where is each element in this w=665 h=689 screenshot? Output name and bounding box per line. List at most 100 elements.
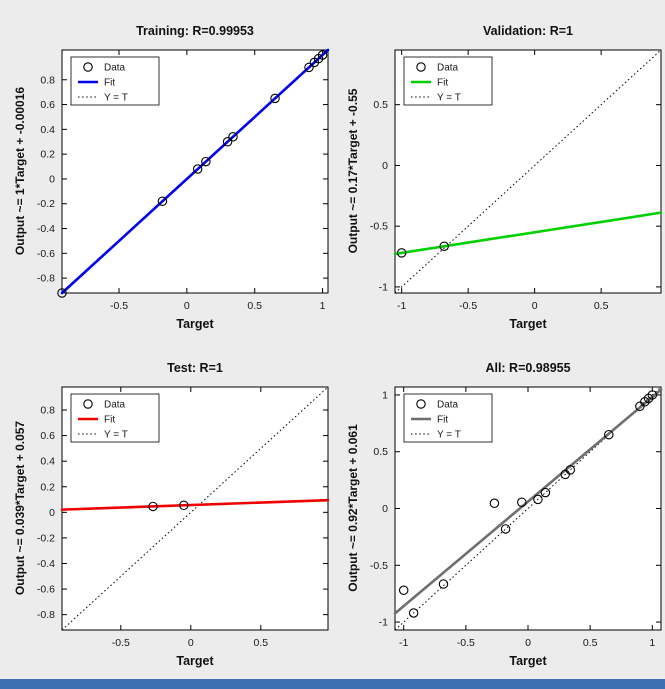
data-point-marker <box>304 62 314 73</box>
legend-label: Fit <box>104 415 115 426</box>
y-tick-label: -1 <box>379 281 388 293</box>
legend-label: Data <box>104 63 126 74</box>
fit-line <box>60 498 330 511</box>
identity-line <box>61 386 329 631</box>
x-tick-label: -1 <box>397 300 406 312</box>
legend-label: Y = T <box>104 93 128 104</box>
y-tick-label: -0.5 <box>370 560 388 572</box>
legend-label: Y = T <box>437 93 461 104</box>
y-tick-label: -1 <box>379 617 388 629</box>
x-tick-label: 0 <box>525 637 531 649</box>
data-point-marker <box>604 429 614 440</box>
y-tick-label: 0.5 <box>373 99 388 111</box>
x-tick-label: 0 <box>532 300 538 312</box>
legend-data-marker <box>416 62 426 72</box>
legend-data-marker <box>83 62 93 72</box>
y-tick-label: -0.6 <box>37 584 55 596</box>
y-tick-label: 0 <box>49 173 55 185</box>
x-axis-label: Target <box>509 317 547 331</box>
legend-label: Data <box>437 400 459 411</box>
data-point-marker <box>201 156 211 167</box>
x-axis-label: Target <box>176 654 214 668</box>
legend-box <box>403 393 493 443</box>
y-tick-label: 0 <box>382 503 388 515</box>
y-tick-label: -0.8 <box>37 609 55 621</box>
legend-label: Y = T <box>437 430 461 441</box>
data-point-marker <box>228 132 238 142</box>
plot-area: -0.5 0 0.5 -0.8 -0.6 -0.4 -0.2 0 0.2 0.4 0.6 0.8 Dat… <box>37 386 330 649</box>
data-point-marker <box>647 390 658 400</box>
data-point-marker <box>398 585 409 596</box>
legend-label: Fit <box>437 415 448 426</box>
taskbar-strip <box>0 679 665 689</box>
y-tick-label: -0.2 <box>37 198 55 210</box>
plot-title: Training: R=0.99953 <box>136 24 254 38</box>
x-tick-label: 0.5 <box>247 300 262 312</box>
x-tick-label: 0.5 <box>594 300 609 312</box>
plot-title: All: R=0.98955 <box>485 361 571 375</box>
fit-line <box>393 211 663 256</box>
data-point-marker <box>565 465 576 475</box>
y-tick-label: 0 <box>382 160 388 172</box>
data-point-marker <box>179 500 189 511</box>
plot-title: Validation: R=1 <box>483 24 573 38</box>
x-axis-label: Target <box>176 317 214 331</box>
y-tick-label: 0 <box>49 507 55 519</box>
fit-line <box>393 388 663 615</box>
y-tick-label: -0.4 <box>37 558 55 570</box>
data-point-marker <box>438 579 449 589</box>
x-tick-label: 1 <box>649 637 655 649</box>
subplot-training: Training: R=0.99953 Output ~= 1*Target +… <box>0 8 332 340</box>
plot-area: -1 -0.5 0 0.5 1 -1 -0.5 0 0.5 1 Data Fit Y = T <box>370 386 663 649</box>
data-point-marker <box>57 288 67 298</box>
x-tick-label: 0.5 <box>253 637 268 649</box>
y-tick-label: -0.5 <box>370 221 388 233</box>
y-tick-label: 0.6 <box>40 430 55 442</box>
x-tick-label: 0 <box>188 637 194 649</box>
legend-data-marker <box>416 399 426 409</box>
x-tick-label: 1 <box>320 300 326 312</box>
data-point-marker <box>270 93 280 104</box>
data-point-marker <box>396 248 407 258</box>
legend-box <box>403 56 493 106</box>
data-point-marker <box>157 196 168 207</box>
y-tick-label: -0.2 <box>37 532 55 544</box>
data-point-marker <box>439 241 449 251</box>
y-tick-label: 0.2 <box>40 149 55 161</box>
y-tick-label: 0.2 <box>40 481 55 493</box>
data-point-marker <box>408 608 419 618</box>
plot-area: -1 -0.5 0 0.5 -1 -0.5 0 0.5 Data Fit Y = T <box>370 49 663 312</box>
legend-label: Fit <box>104 78 115 89</box>
y-tick-label: 0.8 <box>40 74 55 86</box>
legend-label: Data <box>437 63 459 74</box>
y-tick-label: -0.4 <box>37 223 55 235</box>
data-point-marker <box>192 164 203 174</box>
x-tick-label: -0.5 <box>112 637 130 649</box>
y-tick-label: 0.5 <box>373 446 388 458</box>
data-point-marker <box>533 494 543 505</box>
x-tick-label: -0.5 <box>459 300 477 312</box>
legend-data-marker <box>83 399 93 409</box>
data-point-marker <box>540 487 551 498</box>
x-tick-label: -1 <box>399 637 408 649</box>
subplot-all: All: R=0.98955 Output ~= 0.92*Target + 0… <box>333 345 665 677</box>
legend-label: Data <box>104 400 126 411</box>
x-axis-label: Target <box>509 654 547 668</box>
y-tick-label: 0.6 <box>40 99 55 111</box>
x-tick-label: 0 <box>184 300 190 312</box>
data-point-marker <box>222 136 233 147</box>
data-point-marker <box>317 50 328 60</box>
x-tick-label: -0.5 <box>457 637 475 649</box>
identity-line <box>394 49 662 294</box>
legend-label: Y = T <box>104 430 128 441</box>
plot-area: -0.5 0 0.5 1 -0.8 -0.6 -0.4 -0.2 0 0.2 0.4 0.6 0.8 Da… <box>37 48 330 312</box>
subplot-validation: Validation: R=1 Output ~= 0.17*Target + … <box>333 8 665 340</box>
plot-title: Test: R=1 <box>167 361 223 375</box>
data-point-marker <box>489 498 500 509</box>
data-point-marker <box>148 501 158 512</box>
data-point-marker <box>500 524 511 534</box>
x-tick-label: 0.5 <box>583 637 598 649</box>
y-tick-label: 0.4 <box>40 456 55 468</box>
y-tick-label: 1 <box>382 389 388 401</box>
